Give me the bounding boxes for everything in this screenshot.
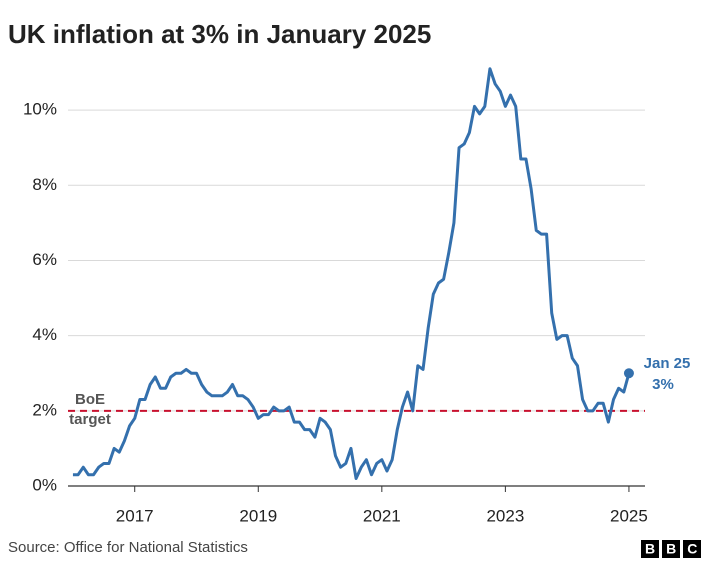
- y-tick-label: 0%: [32, 475, 57, 494]
- chart-title: UK inflation at 3% in January 2025: [8, 19, 431, 49]
- x-tick-label: 2019: [239, 506, 277, 525]
- target-label: BoE: [75, 391, 105, 408]
- y-tick-label: 6%: [32, 250, 57, 269]
- logo: BBC: [645, 541, 708, 557]
- end-value-label: 3%: [652, 376, 674, 393]
- source: Source: Office for National Statistics: [8, 539, 248, 556]
- end-annotation: Jan 25: [644, 355, 691, 372]
- x-tick-label: 2025: [610, 506, 648, 525]
- y-tick-label: 10%: [23, 100, 57, 119]
- line-series: [72, 67, 631, 480]
- y-tick-label: 8%: [32, 175, 57, 194]
- x-tick-label: 2017: [116, 506, 154, 525]
- y-tick-label: 2%: [32, 400, 57, 419]
- logo-box: [641, 540, 659, 558]
- x-tick-label: 2023: [486, 506, 524, 525]
- logo-box: [662, 540, 680, 558]
- target-label: target: [69, 411, 111, 428]
- y-tick-label: 4%: [32, 325, 57, 344]
- end-point: [623, 368, 634, 379]
- x-tick-label: 2021: [363, 506, 401, 525]
- logo-box: [683, 540, 701, 558]
